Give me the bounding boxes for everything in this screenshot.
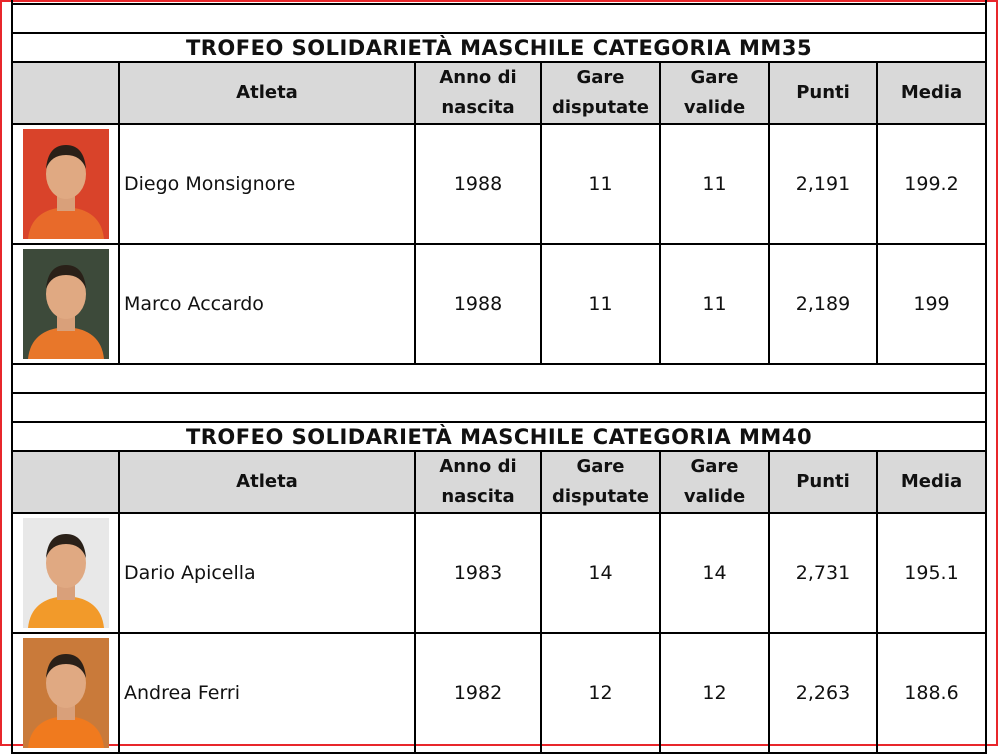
column-header: Media [876,61,987,125]
cell-disputate: 11 [540,123,661,245]
cell-punti: 2,189 [768,243,878,365]
column-header: Anno di nascita [414,61,542,125]
cell-punti: 2,263 [768,632,878,754]
cell-atleta: Andrea Ferri [118,632,416,754]
athlete-row: Marco Accardo 1988 11 11 2,189 199 [11,243,987,365]
cell-punti: 2,191 [768,123,878,245]
results-table: TROFEO SOLIDARIETÀ MASCHILE CATEGORIA MM… [11,0,987,754]
spacer-row [11,363,987,394]
column-header: Anno di nascita [414,450,542,514]
cell-anno: 1988 [414,243,542,365]
cell-valide: 11 [659,123,770,245]
athlete-photo [22,518,109,628]
header-row: Atleta Anno di nascita Gare disputate Gare … [11,61,987,125]
section-title: TROFEO SOLIDARIETÀ MASCHILE CATEGORIA MM… [11,32,987,63]
cell-valide: 14 [659,512,770,634]
column-header: Media [876,450,987,514]
cell-valide: 12 [659,632,770,754]
cell-anno: 1982 [414,632,542,754]
column-header [11,450,120,514]
column-header: Gare disputate [540,61,661,125]
column-header: Punti [768,450,878,514]
column-header: Punti [768,61,878,125]
spacer-row [11,3,987,34]
cell-anno: 1988 [414,123,542,245]
column-header: Gare disputate [540,450,661,514]
cell-disputate: 14 [540,512,661,634]
spacer-row [11,0,987,5]
cell-media: 195.1 [876,512,987,634]
cell-atleta: Dario Apicella [118,512,416,634]
cell-valide: 11 [659,243,770,365]
column-header: Atleta [118,450,416,514]
cell-media: 199 [876,243,987,365]
athlete-row: Andrea Ferri 1982 12 12 2,263 188.6 [11,632,987,754]
column-header: Gare valide [659,61,770,125]
spacer-row [11,392,987,423]
athlete-photo [22,129,109,239]
athlete-photo [22,638,109,748]
cell-media: 199.2 [876,123,987,245]
column-header: Gare valide [659,450,770,514]
cell-disputate: 11 [540,243,661,365]
cell-punti: 2,731 [768,512,878,634]
column-header: Atleta [118,61,416,125]
cell-atleta: Diego Monsignore [118,123,416,245]
cell-anno: 1983 [414,512,542,634]
athlete-row: Dario Apicella 1983 14 14 2,731 195.1 [11,512,987,634]
athlete-row: Diego Monsignore 1988 11 11 2,191 199.2 [11,123,987,245]
athlete-photo [22,249,109,359]
cell-media: 188.6 [876,632,987,754]
header-row: Atleta Anno di nascita Gare disputate Gare … [11,450,987,514]
section-title: TROFEO SOLIDARIETÀ MASCHILE CATEGORIA MM… [11,421,987,452]
cell-atleta: Marco Accardo [118,243,416,365]
column-header [11,61,120,125]
cell-disputate: 12 [540,632,661,754]
